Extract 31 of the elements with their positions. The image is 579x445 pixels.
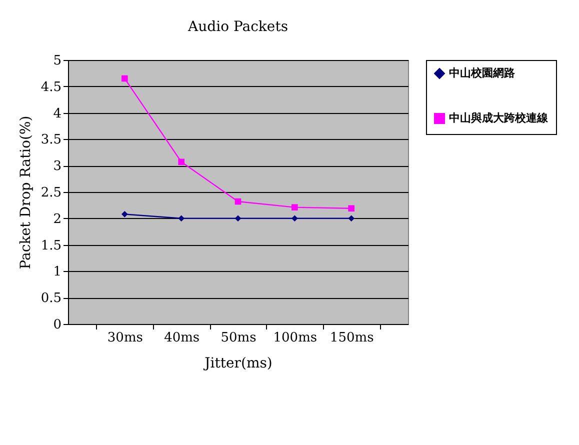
point xyxy=(178,158,184,166)
point xyxy=(292,204,298,210)
legend-label: 中山校園網路 xyxy=(449,66,515,80)
y-axis-title: Packet Drop Ratio(%) xyxy=(18,116,34,270)
point xyxy=(292,215,298,222)
y-tick-label: 2.5 xyxy=(40,186,62,200)
point xyxy=(178,215,184,222)
x-axis-title: Jitter(ms) xyxy=(202,356,272,372)
y-tick-label: 4 xyxy=(53,106,62,122)
chart-title: Audio Packets xyxy=(186,19,288,35)
point xyxy=(234,198,242,205)
y-tick-label: 4.5 xyxy=(40,80,62,95)
y-tick-label: 3 xyxy=(53,159,62,174)
x-tick-label: 150ms xyxy=(330,330,374,346)
y-tick-label: 1.5 xyxy=(40,238,62,254)
point xyxy=(122,75,128,82)
x-tick-label: 100ms xyxy=(273,330,318,346)
legend-label: 中山與成大跨校連線 xyxy=(449,112,549,124)
y-tick-label: 1 xyxy=(53,264,62,280)
x-tick-label: 50ms xyxy=(220,330,256,346)
y-tick-label: 0 xyxy=(53,318,62,332)
point xyxy=(348,205,354,212)
x-tick-label: 40ms xyxy=(164,330,200,346)
y-tick-label: 0.5 xyxy=(40,291,62,306)
x-tick-label: 30ms xyxy=(107,330,143,346)
point xyxy=(122,211,128,218)
point xyxy=(234,215,242,222)
y-tick-label: 3.5 xyxy=(40,132,62,148)
y-tick-label: 5 xyxy=(53,54,62,68)
y-tick-label: 2 xyxy=(53,212,62,227)
point xyxy=(348,215,354,222)
